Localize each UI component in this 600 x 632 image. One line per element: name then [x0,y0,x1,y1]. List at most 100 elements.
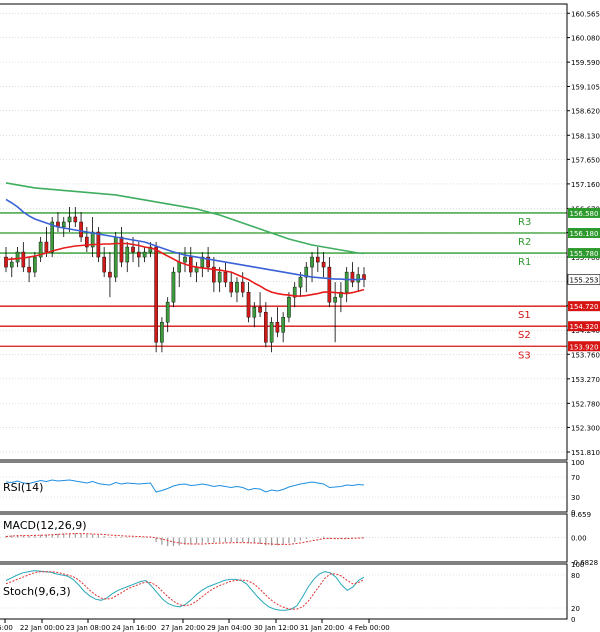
candle-body [223,271,228,283]
y-tick-label: 151.810 [571,449,600,457]
candlesticks [4,206,366,353]
candle-body [281,316,285,333]
level-tag-box-S1 [568,301,600,312]
level-tag-box-S2 [568,321,600,332]
level-tag-box-R1 [568,248,600,259]
x-tick-label: 29 Jan 04:00 [207,624,251,632]
level-tag-label-R3: 156.580 [570,210,599,218]
rsi-tick-label: 0 [571,509,575,517]
candle-body [298,276,303,288]
level-name-R2: R2 [518,237,531,248]
y-tick-label: 157.650 [571,156,600,164]
candle-body [142,251,147,258]
level-tag-label-S1: 154.720 [570,303,599,311]
y-tick-label: 153.760 [571,351,600,359]
candle-body [90,231,95,248]
x-tick-label: 27 Jan 20:00 [161,624,205,632]
level-tag-box-R2 [568,228,600,239]
candle-body [61,221,66,228]
macd-tick-label: 0.00 [571,535,587,543]
candle-body [125,246,130,263]
candle-body [304,266,309,278]
macd-tick-label: -0.6828 [571,559,598,567]
rsi-tick-label: 100 [571,459,584,467]
stoch-tick-label: 100 [571,561,584,569]
macd-panel[interactable]: 0.659 0.00 -0.6828 MACD(12,26,9) [0,511,598,567]
candle-body [275,321,280,333]
candle-body [160,321,164,343]
candle-body [50,221,54,253]
y-tick-label: 152.300 [571,424,600,432]
y-tick-label: 158.130 [571,132,600,140]
candle-body [339,291,343,298]
rsi-frame [0,461,568,513]
rsi-plot: 100 70 30 0 [0,459,584,517]
candle-body [310,256,314,268]
y-tick-label: 157.160 [571,181,600,189]
candle-body [327,266,332,303]
candle-body [165,301,170,323]
candle-body [269,321,274,343]
candle-body [316,256,320,263]
candle-body [85,236,89,248]
y-tick-label: 159.105 [571,83,600,91]
y-tick-label: 154.240 [571,327,600,335]
candle-body [38,241,43,258]
level-tag-label-S2: 154.320 [570,323,599,331]
candle-body [264,311,268,343]
rsi-tick-label: 30 [571,494,580,502]
candle-body [212,266,216,283]
candle-body [108,271,112,278]
x-tick-label: 24 Jan 16:00 [112,624,156,632]
candle-body [21,251,26,268]
candle-body [15,251,20,263]
macd-plot: 0.659 0.00 -0.6828 [0,511,598,567]
candle-body [333,296,337,303]
candle-body [200,256,205,268]
candle-body [344,271,349,293]
candle-body [217,271,222,283]
pivot-levels: R3 R2 R1 S1 S2 S3 [0,212,567,361]
y-tick-label: 153.270 [571,376,600,384]
candle-body [79,221,83,238]
stoch-signal-line [5,571,365,610]
candle-body [119,236,124,263]
level-name-R3: R3 [518,217,531,228]
stoch-main-line [5,570,365,611]
level-tag-box-R3 [568,207,600,218]
candle-body [258,306,262,313]
y-tick-label: 159.590 [571,59,600,67]
x-tick-label: 30 Jan 12:00 [254,624,298,632]
candle-body [177,261,182,273]
rsi-panel[interactable]: 100 70 30 0 RSI(14) [0,459,584,517]
main-panel[interactable]: R3 R2 R1 S1 S2 S3 160.565 160.080 159.590 159.10… [0,10,600,457]
x-tick-label: 22 Jan 00:00 [20,624,64,632]
x-tick-label: 23 Jan 08:00 [66,624,110,632]
candle-body [44,241,49,253]
current-price-box [567,274,600,285]
candle-body [246,291,251,318]
candle-body [240,281,245,293]
rsi-tick-label: 70 [571,474,580,482]
macd-frame [0,513,568,563]
candle-body [183,256,187,263]
level-name-S3: S3 [518,350,531,361]
level-tag-label-S3: 153.920 [570,343,599,351]
current-price-tag: 155.253 [567,274,600,285]
y-tick-label: 160.080 [571,35,600,43]
ma-slow-line [5,182,365,255]
candle-body [171,271,176,303]
ma-mid-line [5,198,365,281]
x-tick-label: 31 Jan 20:00 [300,624,344,632]
candle-body [206,256,210,268]
x-tick-label: 4 Feb 00:00 [348,624,389,632]
candle-body [292,286,297,298]
candle-body [235,281,239,293]
macd-label: MACD(12,26,9) [3,519,87,532]
candle-body [9,261,14,268]
stoch-panel[interactable]: 100 80 20 0 Stoch(9,6,3) [0,561,584,624]
candle-body [67,216,72,223]
candle-body [148,246,153,253]
